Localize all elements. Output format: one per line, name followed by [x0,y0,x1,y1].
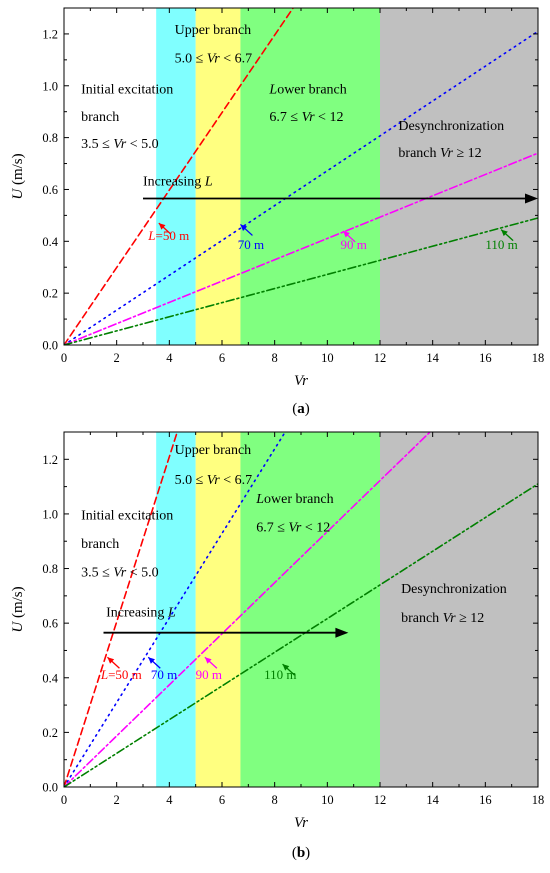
x-tick-label: 6 [219,351,225,365]
branch-annotation: Initial excitation [81,508,173,523]
branch-region [156,432,196,787]
series-label: 90 m [196,667,222,682]
series-label-arrowhead [240,224,248,231]
x-tick-label: 10 [321,351,334,365]
y-tick-label: 1.2 [42,27,58,41]
branch-region [240,432,380,787]
branch-region [380,8,538,345]
y-tick-label: 0.8 [42,562,58,576]
x-tick-label: 0 [61,351,67,365]
y-axis-label: U (m/s) [10,586,26,632]
x-tick-label: 8 [272,351,278,365]
x-tick-label: 12 [374,351,387,365]
series-label-arrowhead [107,657,115,664]
series-line [64,152,538,345]
series-label-arrowhead [343,230,350,238]
y-tick-label: 0.6 [42,617,58,631]
x-tick-label: 18 [532,793,545,807]
y-tick-label: 0.6 [42,183,58,197]
increasing-arrow-head [525,193,538,204]
x-tick-label: 14 [426,351,439,365]
x-axis-label: Vr [294,815,308,831]
x-tick-label: 16 [479,351,492,365]
increasing-l-label: Increasing L [143,175,213,190]
series-label: 110 m [264,667,296,682]
x-tick-label: 14 [426,793,439,807]
series-label: L=50 m [147,228,189,243]
series-line [64,30,538,345]
x-tick-label: 16 [479,793,492,807]
x-tick-label: 10 [321,793,334,807]
branch-annotation: 6.7 ≤ Vr < 12 [256,521,330,536]
series-line [64,432,431,787]
y-tick-label: 0.2 [42,726,58,740]
x-tick-label: 4 [166,793,173,807]
y-tick-label: 0.4 [42,235,58,249]
branch-annotation: branch [81,110,119,125]
series-label-arrowhead [158,223,166,230]
x-tick-label: 2 [114,793,120,807]
series-line [64,432,179,787]
increasing-arrow-head [335,627,349,638]
branch-annotation: 5.0 ≤ Vr < 6.7 [175,51,253,66]
branch-region [156,8,196,345]
panel-caption: (b) [292,845,310,861]
x-tick-label: 18 [532,351,545,365]
series-line [64,483,538,787]
series-label-arrowhead [204,657,212,664]
branch-annotation: 3.5 ≤ Vr < 5.0 [81,137,159,152]
y-tick-label: 1.2 [42,453,58,467]
series-label: L=50 m [100,667,142,682]
x-tick-label: 6 [219,793,225,807]
y-axis-label: U (m/s) [10,153,26,199]
y-tick-label: 0.4 [42,671,58,685]
y-tick-label: 0.2 [42,287,58,301]
branch-annotation: 6.7 ≤ Vr < 12 [269,110,343,125]
branch-annotation: Desynchronization [401,582,507,597]
x-axis-label: Vr [294,373,308,389]
branch-annotation: Upper branch [175,443,252,458]
series-label: 110 m [485,237,517,252]
y-tick-label: 0.0 [42,781,58,795]
x-tick-label: 8 [272,793,278,807]
branch-annotation: branch Vr ≥ 12 [401,611,484,626]
branch-annotation: Initial excitation [81,83,173,98]
x-tick-label: 4 [166,351,173,365]
x-tick-label: 12 [374,793,387,807]
x-tick-label: 0 [61,793,67,807]
series-label-arrowhead [501,229,508,237]
branch-region [380,432,538,787]
branch-annotation: Upper branch [175,23,252,38]
series-label-arrowhead [148,657,155,664]
y-tick-label: 1.0 [42,507,58,521]
series-line [64,217,538,345]
branch-region [240,8,380,345]
series-label: 70 m [238,237,264,252]
series-label: 90 m [341,237,367,252]
branch-region [195,432,241,787]
y-tick-label: 1.0 [42,79,58,93]
branch-annotation: branch [81,537,119,552]
branch-annotation: Lower branch [255,492,333,507]
series-label: 70 m [151,667,177,682]
branch-annotation: branch Vr ≥ 12 [398,146,481,161]
y-tick-label: 0.8 [42,131,58,145]
increasing-l-label: Increasing L [106,605,176,620]
chart-panel-a: 0 2 4 6 8 10 12 14 16 18 0.0 0.2 0.4 0.6 0.8 1.0 1.2 Vr U … [10,7,545,417]
branch-annotation: 5.0 ≤ Vr < 6.7 [175,473,253,488]
branch-annotation: 3.5 ≤ Vr < 5.0 [81,566,159,581]
x-tick-label: 2 [114,351,120,365]
series-group [64,432,538,787]
series-line [64,8,294,345]
series-label-arrowhead [282,664,290,671]
series-group [64,8,538,345]
series-line [64,432,287,787]
branch-annotation: Desynchronization [398,119,504,134]
branch-annotation: Lower branch [268,83,346,98]
y-tick-label: 0.0 [42,339,58,353]
panel-caption: (a) [292,401,310,417]
chart-panel-b: 0 2 4 6 8 10 12 14 16 18 0.0 0.2 0.4 0.6 0.8 1.0 1.2 Vr U … [10,431,545,861]
